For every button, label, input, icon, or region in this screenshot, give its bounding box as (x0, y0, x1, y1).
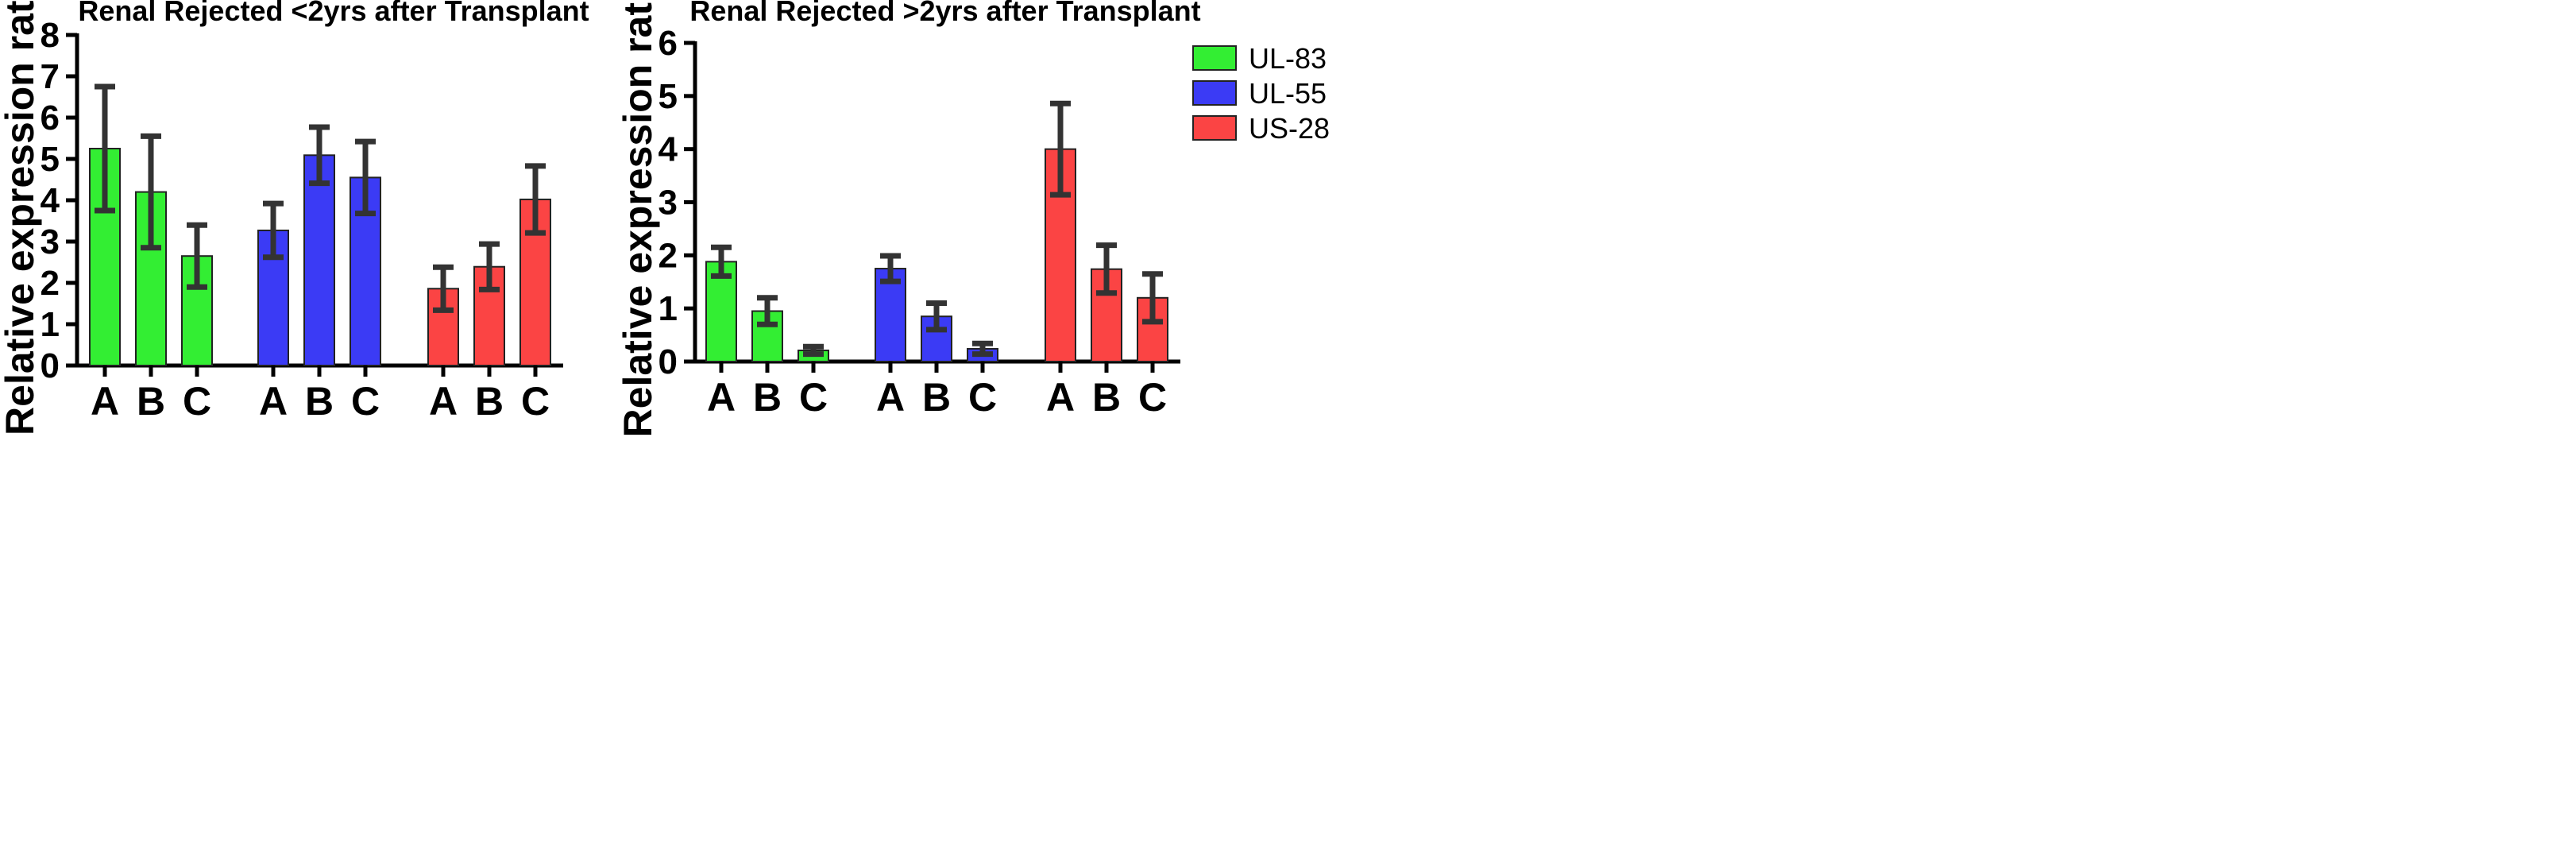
bar (303, 154, 335, 366)
x-tick-label: A (259, 379, 288, 424)
y-tick-label: 2 (41, 264, 60, 303)
x-tick-label: C (183, 379, 211, 424)
x-tick-label: B (922, 375, 951, 420)
x-tick-label: A (876, 375, 905, 420)
y-axis-label: Relative expression ratio (0, 0, 42, 435)
chart-title: Renal Rejected >2yrs after Transplant (689, 0, 1200, 27)
y-tick-label: 0 (41, 346, 60, 385)
y-tick-label: 5 (658, 77, 678, 116)
x-tick-label: C (351, 379, 380, 424)
y-tick-label: 3 (658, 184, 678, 222)
x-tick-label: A (91, 379, 119, 424)
y-tick-label: 0 (658, 342, 678, 381)
y-tick-label: 3 (41, 222, 60, 261)
x-tick-label: A (1046, 375, 1075, 420)
x-tick-label: C (968, 375, 997, 420)
chart-renal-rejected-over-2yrs: Renal Rejected >2yrs after Transplant Rel… (616, 0, 1201, 437)
chart-title: Renal Rejected <2yrs after Transplant (78, 0, 589, 27)
y-tick-label: 2 (658, 236, 678, 275)
x-tick-label: A (429, 379, 458, 424)
y-tick-label: 6 (658, 24, 678, 63)
chart-renal-rejected-under-2yrs: Renal Rejected <2yrs after Transplant Rel… (0, 0, 589, 435)
y-tick-label: 7 (41, 57, 60, 96)
x-tick-label: B (1092, 375, 1121, 420)
x-tick-label: C (1138, 375, 1167, 420)
x-tick-label: B (137, 379, 165, 424)
x-tick-label: A (707, 375, 736, 420)
x-tick-label: B (753, 375, 782, 420)
x-tick-label: C (521, 379, 550, 424)
y-tick-label: 1 (658, 289, 678, 328)
y-tick-label: 4 (658, 130, 678, 169)
legend-swatch (1192, 45, 1237, 71)
x-tick-label: B (305, 379, 334, 424)
y-tick-label: 6 (41, 99, 60, 137)
legend-swatch (1192, 80, 1237, 106)
y-tick-label: 4 (41, 181, 60, 220)
y-tick-label: 5 (41, 140, 60, 179)
y-axis-label: Relative expression ratio (616, 0, 660, 437)
legend-swatch (1192, 115, 1237, 141)
y-tick-label: 1 (41, 305, 60, 344)
x-tick-label: B (475, 379, 504, 424)
bar (1091, 268, 1122, 362)
y-tick-label: 8 (41, 16, 60, 55)
legend-label: UL-83 (1249, 42, 1327, 75)
legend-label: UL-55 (1249, 77, 1327, 110)
bar (427, 288, 459, 366)
legend-label: US-28 (1249, 112, 1330, 145)
x-tick-label: C (799, 375, 828, 420)
